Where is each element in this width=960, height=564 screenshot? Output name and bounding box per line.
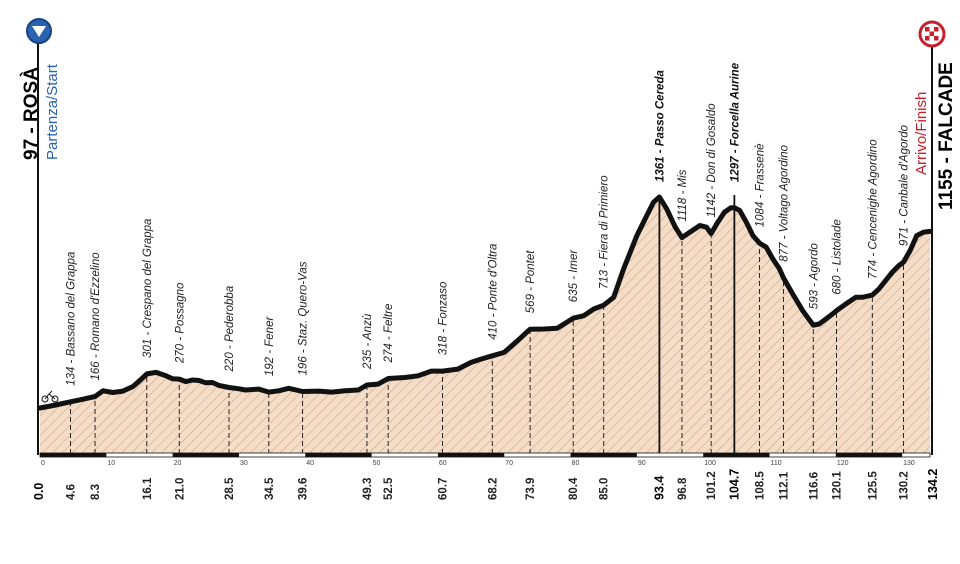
km-tick-label: 120 — [837, 460, 849, 467]
waypoint-km-label: 85.0 — [599, 478, 611, 500]
waypoint-label: 270 - Possagno — [174, 282, 186, 364]
waypoint-km-label: 120.1 — [831, 471, 843, 500]
waypoint-km-label: 16.1 — [142, 477, 154, 500]
km-axis-segment — [305, 453, 372, 457]
km-tick-label: 70 — [505, 460, 513, 467]
finish-subtitle: Arrivo/Finish — [913, 92, 930, 175]
waypoint-label: 1084 - Frassenè — [755, 143, 767, 227]
waypoint-km-label: 8.3 — [90, 484, 102, 500]
waypoint-km-label: 73.9 — [525, 478, 537, 500]
waypoint-label: 220 - Pederobba — [224, 286, 236, 373]
waypoint-label: 134 - Bassano del Grappa — [66, 252, 78, 386]
finish-marker: 1155 - FALCADE Arrivo/Finish — [913, 20, 957, 455]
waypoint-label: 1142 - Don di Gosaldo — [706, 103, 718, 218]
profile-line — [37, 194, 933, 411]
start-marker: 97 - ROSÀ Partenza/Start — [20, 18, 61, 455]
waypoint-km-label: 39.6 — [298, 478, 310, 500]
waypoint-km-label: 93.4 — [652, 476, 666, 500]
chevron-down-icon-glyph — [32, 26, 46, 37]
finish-km-label: 134.2 — [926, 469, 940, 500]
waypoint-km-label: 108.5 — [755, 471, 767, 500]
waypoint-label: 1297 - Forcella Aurine — [729, 62, 741, 182]
waypoint-km-label: 4.6 — [66, 484, 78, 500]
start-title: 97 - ROSÀ — [20, 67, 42, 160]
km-tick-label: 110 — [771, 460, 782, 467]
cyclist-icon — [41, 390, 59, 403]
waypoint-label: 593 - Agordo — [808, 243, 820, 310]
waypoint-label: 301 - Crespano del Grappa — [142, 219, 154, 358]
waypoint-label: 235 - Anzù — [362, 313, 374, 370]
km-axis-segment — [835, 453, 903, 457]
km-tick-label: 80 — [572, 460, 580, 467]
waypoint-km-label: 60.7 — [438, 478, 450, 500]
finish-title: 1155 - FALCADE — [936, 62, 957, 210]
waypoint-label: 713 - Fiera di Primiero — [599, 175, 611, 289]
waypoint-label: 410 - Ponte d'Oltra — [487, 244, 499, 340]
km-tick-label: 10 — [107, 460, 115, 467]
waypoint-km-label: 52.5 — [383, 477, 395, 500]
waypoint-label: 1118 - Mis — [677, 169, 689, 221]
waypoint-km-label: 21.0 — [174, 478, 186, 500]
km-tick-label: 100 — [704, 460, 716, 467]
waypoint-km-label: 80.4 — [568, 477, 580, 500]
checkered-flag-icon-pattern — [925, 27, 939, 41]
km-tick-label: 20 — [174, 460, 182, 467]
km-tick-label: 60 — [439, 460, 447, 467]
waypoint-label: 166 - Romano d'Ezzelino — [90, 252, 102, 381]
start-subtitle: Partenza/Start — [44, 63, 61, 160]
waypoint-label: 877 - Voltago Agordino — [778, 144, 790, 261]
profile-line-group — [37, 194, 933, 411]
km-tick-label: 40 — [306, 460, 314, 467]
waypoint-label: 274 - Feltre — [383, 304, 395, 364]
profile-area — [40, 197, 930, 454]
km-tick-label: 30 — [240, 460, 248, 467]
waypoint-km-label: 130.2 — [898, 471, 910, 500]
waypoint-label: 774 - Cencenighe Agordino — [867, 139, 879, 279]
waypoint-label: 1361 - Passo Cereda — [654, 70, 666, 182]
waypoint-guides — [70, 195, 904, 454]
waypoint-km-label: 96.8 — [677, 477, 689, 500]
km-tick-label: 130 — [903, 460, 915, 467]
waypoint-label: 971 - Canbale d'Agordo — [898, 124, 910, 246]
waypoint-km-label: 101.2 — [706, 471, 718, 500]
waypoint-label: 635 - Imer — [568, 249, 580, 303]
waypoint-km-label: 116.6 — [808, 472, 820, 500]
km-tick-label: 50 — [373, 460, 381, 467]
start-km-label: 0.0 — [32, 483, 46, 500]
waypoint-label: 318 - Fonzaso — [438, 281, 450, 355]
waypoint-km-label: 112.1 — [778, 471, 790, 500]
waypoint-label: 680 - Listolade — [831, 219, 843, 294]
km-axis-segment — [40, 453, 107, 457]
waypoint-km-label: 104.7 — [727, 469, 741, 500]
km-axis-segment — [570, 453, 637, 457]
waypoint-labels: 134 - Bassano del Grappa 4.6 166 - Romano … — [66, 62, 911, 500]
km-axis: 0 10 20 30 40 50 60 70 80 90 100 110 120 130 — [39, 452, 931, 467]
waypoint-km-label: 34.5 — [264, 477, 276, 500]
km-tick-label: 0 — [41, 460, 45, 467]
waypoint-label: 569 - Pontet — [525, 250, 537, 313]
km-axis-segment — [437, 453, 505, 457]
km-axis-segment — [172, 453, 239, 457]
waypoint-label: 196 - Staz. Quero-Vas — [298, 261, 310, 375]
waypoint-km-label: 68.2 — [487, 478, 499, 500]
km-tick-label: 90 — [638, 460, 646, 467]
waypoint-km-label: 49.3 — [362, 478, 374, 500]
km-axis-segment — [703, 453, 770, 457]
waypoint-km-label: 125.5 — [867, 471, 879, 500]
waypoint-label: 192 - Fener — [264, 316, 276, 377]
waypoint-km-label: 28.5 — [224, 477, 236, 500]
profile-fill — [40, 197, 930, 454]
